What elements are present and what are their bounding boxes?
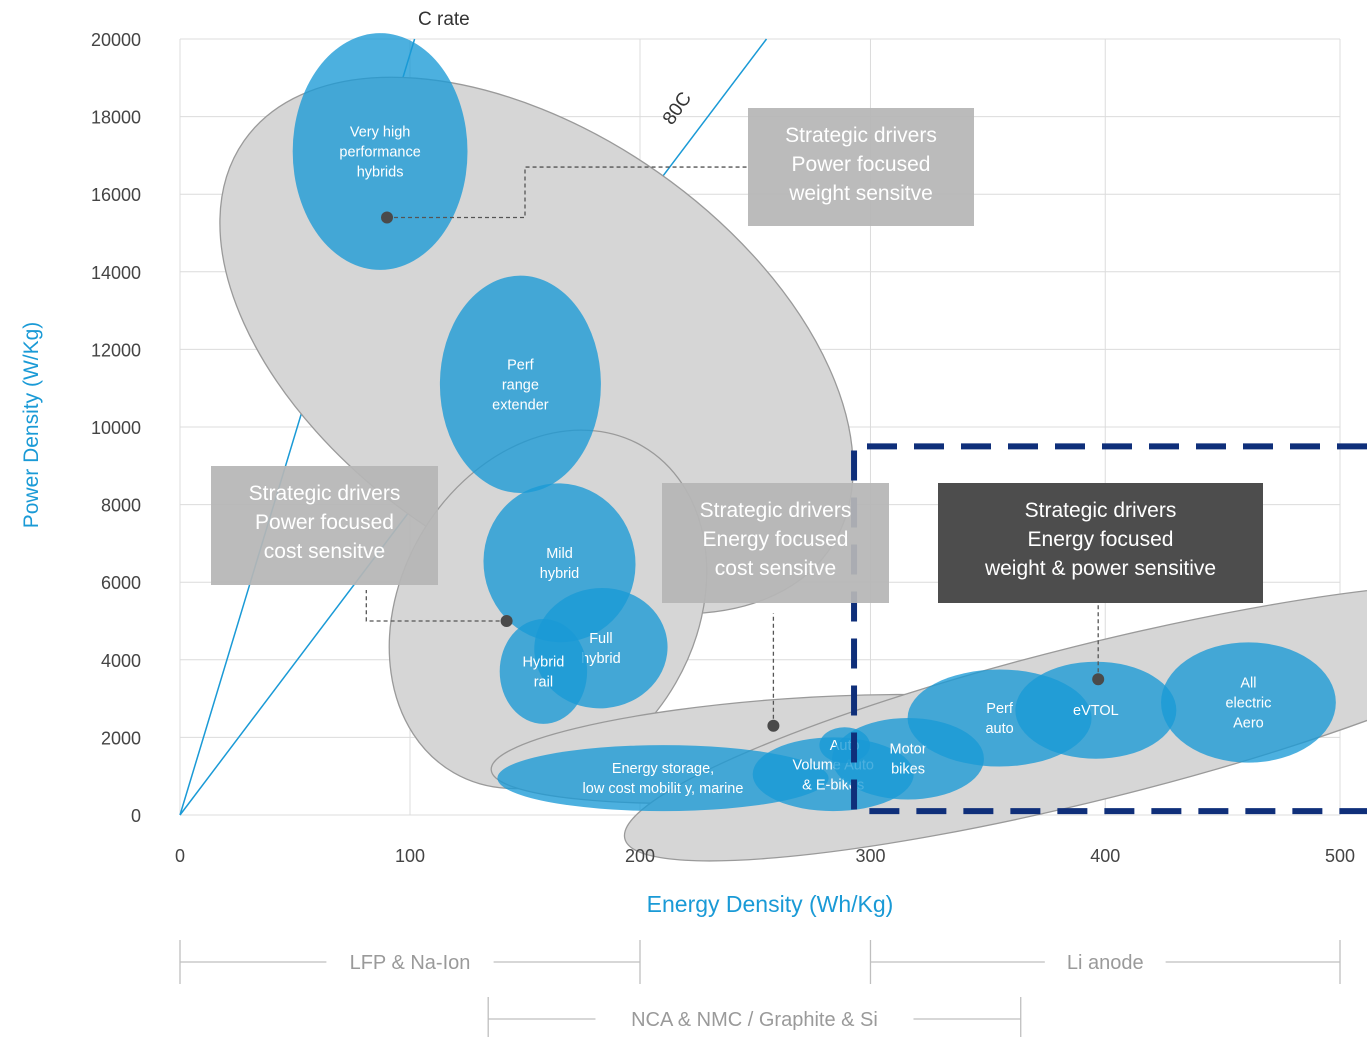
x-tick-label: 400 bbox=[1090, 846, 1120, 866]
axes: 0200040006000800010000120001400016000180… bbox=[91, 30, 1355, 866]
callout-text: Strategic drivers bbox=[1025, 499, 1177, 522]
application-ellipse bbox=[292, 33, 468, 270]
application-label: bikes bbox=[891, 762, 925, 778]
application-ellipse bbox=[1015, 661, 1177, 759]
callout-text: Energy focused bbox=[1028, 528, 1174, 551]
application-label: All bbox=[1240, 675, 1256, 691]
application-label: auto bbox=[985, 721, 1013, 737]
callout-text: weight sensitve bbox=[788, 182, 933, 205]
application-label: rail bbox=[534, 674, 553, 690]
callout-text: Power focused bbox=[255, 511, 394, 534]
application-ellipses: Very high performance hybrids Perf range exte… bbox=[292, 33, 1336, 812]
callout-text: Strategic drivers bbox=[249, 482, 401, 505]
y-tick-label: 8000 bbox=[101, 496, 141, 516]
callout-text: Power focused bbox=[792, 153, 931, 176]
y-tick-label: 6000 bbox=[101, 573, 141, 593]
application-label: eVTOL bbox=[1073, 703, 1119, 719]
application-label: extender bbox=[492, 397, 549, 413]
application-label: hybrids bbox=[357, 165, 404, 181]
y-tick-label: 2000 bbox=[101, 728, 141, 748]
application-ellipse bbox=[499, 619, 588, 724]
callout-text: Strategic drivers bbox=[785, 124, 937, 147]
callout-pointer bbox=[365, 589, 507, 622]
y-tick-label: 14000 bbox=[91, 263, 141, 283]
callout-text: weight & power sensitive bbox=[984, 557, 1216, 580]
application-label: Perf bbox=[507, 357, 535, 373]
y-axis-title: Power Density (W/Kg) bbox=[20, 322, 43, 529]
y-tick-label: 16000 bbox=[91, 185, 141, 205]
y-tick-label: 18000 bbox=[91, 108, 141, 128]
chemistry-label: NCA & NMC / Graphite & Si bbox=[631, 1009, 878, 1031]
application-label: hybrid bbox=[581, 651, 621, 667]
application-label: performance bbox=[339, 145, 420, 161]
callout-dot bbox=[1092, 673, 1105, 686]
x-axis-title: Energy Density (Wh/Kg) bbox=[647, 891, 894, 917]
application-label: Full bbox=[589, 631, 612, 647]
callout-text: cost sensitve bbox=[715, 557, 836, 580]
y-tick-label: 10000 bbox=[91, 418, 141, 438]
callout-pointer bbox=[387, 166, 749, 219]
application-label: low cost mobilit y, marine bbox=[583, 781, 744, 797]
x-tick-label: 300 bbox=[855, 846, 885, 866]
chemistry-label: LFP & Na-Ion bbox=[350, 952, 471, 974]
callout-dot bbox=[767, 719, 780, 732]
application-ellipse bbox=[497, 745, 829, 812]
callout-text: Strategic drivers bbox=[700, 499, 852, 522]
application-label: Motor bbox=[889, 742, 926, 758]
application-label: Energy storage, bbox=[612, 761, 714, 777]
x-tick-label: 200 bbox=[625, 846, 655, 866]
application-ellipse bbox=[439, 275, 601, 493]
callout-pointers bbox=[365, 166, 1105, 732]
chemistry-ranges: LFP & Na-Ion Li anode NCA & NMC / Graphite… bbox=[179, 940, 1341, 1037]
application-label: Mild bbox=[546, 546, 573, 562]
callout-dot bbox=[381, 211, 393, 224]
focus-region bbox=[851, 443, 1367, 815]
y-tick-label: 20000 bbox=[91, 30, 141, 50]
application-ellipse bbox=[1161, 642, 1336, 763]
callout-box bbox=[748, 108, 974, 226]
application-label: hybrid bbox=[540, 566, 580, 582]
application-label: Perf bbox=[986, 701, 1014, 717]
callout-dot bbox=[500, 615, 513, 627]
chemistry-label: Li anode bbox=[1067, 952, 1144, 974]
callout-box bbox=[662, 483, 889, 603]
x-tick-label: 100 bbox=[395, 846, 425, 866]
x-tick-label: 500 bbox=[1325, 846, 1355, 866]
y-tick-label: 0 bbox=[131, 806, 141, 826]
callout-box bbox=[938, 483, 1263, 603]
y-tick-label: 4000 bbox=[101, 651, 141, 671]
application-label: Hybrid bbox=[522, 654, 564, 670]
callout-text: Energy focused bbox=[703, 528, 849, 551]
application-label: Very high bbox=[350, 125, 410, 141]
x-tick-label: 0 bbox=[175, 846, 185, 866]
callout-text: cost sensitve bbox=[264, 540, 385, 563]
c-rate-label: C rate bbox=[418, 9, 470, 30]
focus-region-outline bbox=[851, 443, 1367, 815]
application-label: Aero bbox=[1233, 715, 1264, 731]
y-tick-label: 12000 bbox=[91, 340, 141, 360]
application-label: electric bbox=[1225, 695, 1271, 711]
application-label: range bbox=[502, 377, 539, 393]
strategic-callouts: Strategic drivers Power focused weight sen… bbox=[211, 108, 1263, 603]
c-rate-label-80c: 80C bbox=[659, 88, 696, 129]
callout-box bbox=[211, 466, 438, 585]
